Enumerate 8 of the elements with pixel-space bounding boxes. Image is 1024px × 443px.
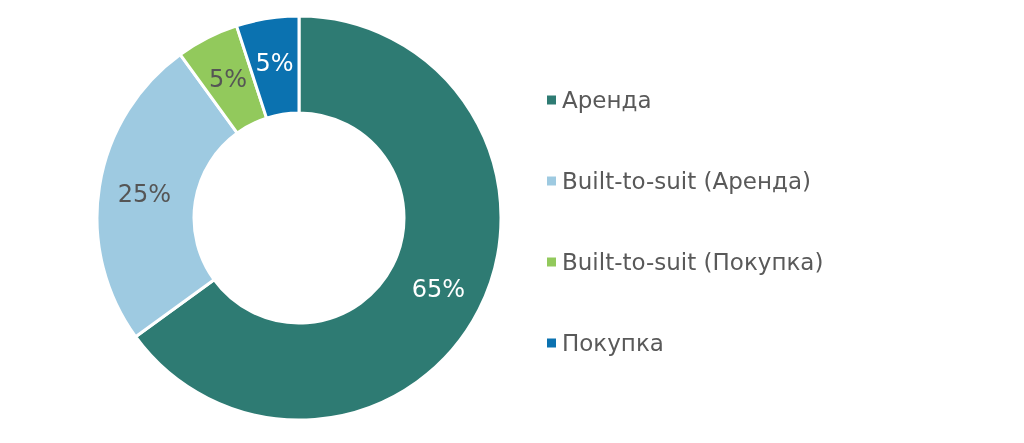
legend-label: Покупка	[562, 330, 664, 356]
data-label: 5%	[255, 49, 294, 78]
legend-label: Аренда	[562, 87, 652, 113]
data-label: 65%	[411, 275, 466, 304]
data-label: 25%	[117, 179, 172, 208]
legend-label: Built-to-suit (Покупка)	[562, 249, 824, 275]
legend-label: Built-to-suit (Аренда)	[562, 168, 812, 194]
data-label: 5%	[208, 64, 247, 93]
